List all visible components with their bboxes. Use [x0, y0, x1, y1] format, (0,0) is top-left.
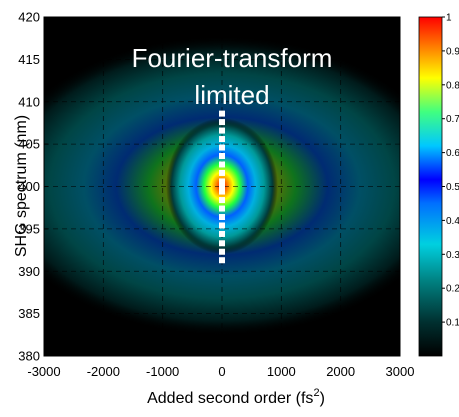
colorbar-ticks: 0.1 0.2 0.3 0.4 0.5 0.6 0.7 0.8 0.9 1 [442, 13, 459, 329]
y-tick-label: 390 [18, 264, 40, 279]
colorbar-tick-label: 0.4 [446, 216, 459, 227]
marker-series [219, 110, 225, 264]
annotation-line-1: Fourier-transform [132, 43, 333, 73]
x-tick-label: 1000 [267, 364, 296, 379]
colorbar-tick-label: 0.2 [446, 284, 459, 295]
marker-point [219, 205, 225, 212]
x-axis-title: Added second order (fs2) [147, 387, 325, 407]
x-axis: -3000 -2000 -1000 0 1000 2000 3000 [27, 352, 414, 379]
marker-point [219, 110, 225, 117]
colorbar-tick-label: 0.5 [446, 182, 459, 193]
marker-point [219, 248, 225, 255]
y-axis-title: SHG spectrum (nm) [13, 115, 30, 257]
colorbar-tick-label: 1 [446, 13, 452, 24]
colorbar-tick-label: 0.6 [446, 148, 459, 159]
marker-point [219, 240, 225, 247]
marker-point [219, 257, 225, 264]
y-tick-label: 400 [18, 179, 40, 194]
marker-point [219, 230, 225, 237]
marker-point [219, 152, 225, 159]
y-tick-label: 410 [18, 94, 40, 109]
colorbar-tick-label: 0.9 [446, 46, 459, 57]
marker-point [219, 119, 225, 126]
x-axis-title-main: Added second order (fs [147, 390, 313, 407]
marker-point [219, 136, 225, 143]
y-tick-label: 420 [18, 10, 40, 25]
marker-point [219, 188, 225, 195]
x-tick-label: 0 [218, 364, 225, 379]
colorbar-tick-label: 0.8 [446, 80, 459, 91]
colorbar [418, 16, 443, 357]
x-axis-title-superscript: 2 [313, 387, 319, 399]
marker-point [219, 144, 225, 151]
x-axis-title-close: ) [320, 390, 325, 407]
marker-point [219, 214, 225, 221]
x-tick-label: 2000 [326, 364, 355, 379]
marker-point [219, 161, 225, 168]
y-axis: 380 385 390 395 400 405 410 415 420 [18, 10, 48, 364]
y-tick-label: 415 [18, 52, 40, 67]
x-tick-label: -3000 [27, 364, 60, 379]
y-tick-label: 385 [18, 306, 40, 321]
annotation-line-2: limited [194, 80, 269, 110]
marker-point [219, 178, 225, 185]
colorbar-tick-label: 0.7 [446, 114, 459, 125]
grid [44, 17, 400, 356]
marker-point [219, 183, 225, 190]
x-tick-label: -1000 [146, 364, 179, 379]
y-tick-label: 405 [18, 137, 40, 152]
y-tick-label: 395 [18, 221, 40, 236]
colorbar-tick-label: 0.3 [446, 250, 459, 261]
colorbar-tick-label: 0.1 [446, 318, 459, 329]
x-tick-label: 3000 [386, 364, 415, 379]
marker-point [219, 222, 225, 229]
marker-point [219, 169, 225, 176]
y-tick-label: 380 [18, 349, 40, 364]
x-tick-label: -2000 [87, 364, 120, 379]
marker-point [219, 197, 225, 204]
marker-point [219, 127, 225, 134]
